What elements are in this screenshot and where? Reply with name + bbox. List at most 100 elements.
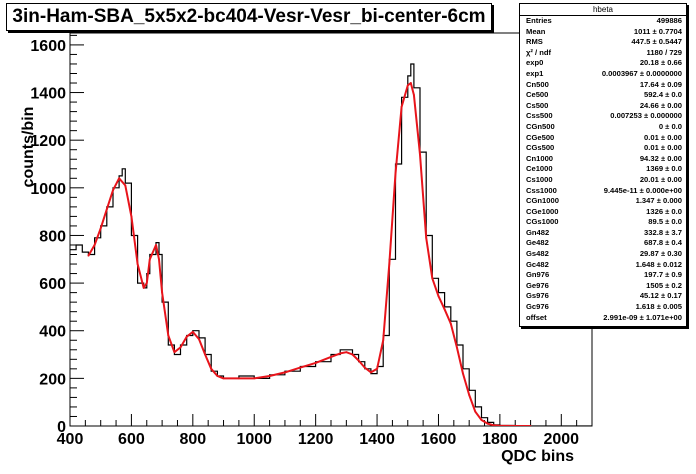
stats-key: CGn1000 bbox=[526, 196, 559, 206]
y-tick-label: 1400 bbox=[30, 86, 66, 103]
y-axis-label: counts/bin bbox=[20, 106, 37, 188]
stats-key: Gn482 bbox=[526, 227, 550, 237]
fit-point bbox=[419, 153, 421, 156]
stats-key: CGe1000 bbox=[526, 206, 559, 216]
fit-point bbox=[443, 308, 446, 311]
stats-row: Ce500 592.4 ± 0.0 bbox=[520, 90, 686, 101]
stats-value: 197.7 ± 0.9 bbox=[644, 270, 682, 280]
stats-value: 1.618 ± 0.005 bbox=[635, 302, 682, 312]
histogram-line bbox=[70, 63, 592, 426]
stats-row: Css500 0.007253 ± 0.000000 bbox=[520, 111, 686, 122]
series-layer bbox=[70, 63, 592, 426]
fit-point bbox=[155, 244, 157, 246]
stats-row: Cs500 24.66 ± 0.00 bbox=[520, 101, 686, 112]
axes bbox=[69, 32, 593, 427]
stats-key: Cn500 bbox=[526, 79, 549, 89]
y-tick-label: 600 bbox=[39, 276, 66, 293]
stats-key: exp1 bbox=[526, 68, 544, 78]
fit-point bbox=[253, 377, 256, 380]
fit-point bbox=[498, 424, 501, 426]
stats-key: Css500 bbox=[526, 111, 553, 121]
stats-key: CGs1000 bbox=[526, 217, 559, 227]
fit-point bbox=[210, 367, 213, 370]
x-tick-label: 1200 bbox=[298, 431, 334, 448]
stats-key: exp0 bbox=[526, 58, 544, 68]
stats-rows: Entries 499886 Mean 1011 ± 0.7704 RMS 447.5 ±… bbox=[520, 16, 686, 323]
y-tick-label: 800 bbox=[39, 228, 66, 245]
fit-point bbox=[314, 361, 317, 364]
stats-key: Cs500 bbox=[526, 100, 549, 110]
stats-value: 45.12 ± 0.17 bbox=[639, 291, 682, 301]
fit-point bbox=[130, 215, 133, 218]
fit-point bbox=[514, 425, 517, 426]
stats-value: 9.445e-11 ± 0.000e+00 bbox=[603, 185, 682, 195]
fit-point bbox=[413, 94, 415, 96]
stats-row: Css1000 9.445e-11 ± 0.000e+00 bbox=[520, 186, 686, 197]
stats-value: 20.18 ± 0.66 bbox=[639, 58, 682, 68]
fit-point bbox=[191, 331, 194, 333]
fit-point bbox=[112, 189, 114, 192]
stats-key: Css1000 bbox=[526, 185, 557, 195]
fit-point bbox=[431, 277, 434, 280]
fit-point bbox=[118, 177, 121, 180]
stats-row: χ² / ndf 1180 / 729 bbox=[520, 48, 686, 59]
y-tick-label: 1600 bbox=[30, 38, 66, 55]
fit-point bbox=[148, 258, 151, 261]
stats-key: CGe500 bbox=[526, 132, 555, 142]
fit-point bbox=[299, 366, 302, 369]
stats-row: Cs1000 20.01 ± 0.00 bbox=[520, 175, 686, 186]
stats-row: Gs976 45.12 ± 0.17 bbox=[520, 291, 686, 302]
stats-row: Gn482 332.8 ± 3.7 bbox=[520, 228, 686, 239]
y-tick-label: 400 bbox=[39, 324, 66, 341]
fit-point bbox=[382, 339, 385, 342]
stats-row: Gc482 1.648 ± 0.012 bbox=[520, 260, 686, 271]
stats-row: Mean 1011 ± 0.7704 bbox=[520, 27, 686, 38]
stats-value: 1.347 ± 0.000 bbox=[635, 196, 682, 206]
stats-value: 687.8 ± 0.4 bbox=[644, 238, 682, 248]
stats-row: RMS 447.5 ± 0.5447 bbox=[520, 37, 686, 48]
fit-point bbox=[142, 286, 145, 289]
x-tick-label: 1400 bbox=[359, 431, 395, 448]
stats-key: Gc976 bbox=[526, 302, 549, 312]
fit-point bbox=[462, 372, 464, 375]
stats-value: 24.66 ± 0.00 bbox=[639, 100, 682, 110]
stats-value: 1180 / 729 bbox=[646, 47, 682, 57]
stats-value: 0.01 ± 0.00 bbox=[644, 143, 682, 153]
stats-value: 29.87 ± 0.30 bbox=[639, 249, 682, 259]
stats-key: Cn1000 bbox=[526, 153, 554, 163]
stats-value: 332.8 ± 3.7 bbox=[644, 227, 682, 237]
stats-key: Entries bbox=[526, 16, 552, 25]
fit-point bbox=[93, 244, 96, 246]
stats-key: Gc482 bbox=[526, 259, 549, 269]
fit-point bbox=[87, 254, 90, 257]
fit-point bbox=[124, 184, 127, 187]
stats-row: Entries 499886 bbox=[520, 16, 686, 27]
fit-point bbox=[474, 410, 477, 413]
fit-point bbox=[394, 172, 397, 175]
fit-point bbox=[173, 351, 176, 354]
fit-point bbox=[370, 371, 372, 374]
x-tick-label: 1000 bbox=[236, 431, 272, 448]
stats-row: Ce1000 1369 ± 0.0 bbox=[520, 164, 686, 175]
stats-value: 1.648 ± 0.012 bbox=[635, 259, 682, 269]
fit-point bbox=[437, 295, 440, 298]
stats-row: CGe500 0.01 ± 0.00 bbox=[520, 133, 686, 144]
stats-row: CGs500 0.01 ± 0.00 bbox=[520, 143, 686, 154]
fit-point bbox=[486, 422, 489, 425]
stats-row: Gc976 1.618 ± 0.005 bbox=[520, 302, 686, 313]
stats-key: Ge482 bbox=[526, 238, 549, 248]
stats-row: Ge482 687.8 ± 0.4 bbox=[520, 238, 686, 249]
fit-point bbox=[468, 394, 471, 396]
fit-curve bbox=[87, 82, 531, 426]
x-tick-label: 400 bbox=[57, 431, 84, 448]
stats-row: Gs482 29.87 ± 0.30 bbox=[520, 249, 686, 260]
fit-point bbox=[339, 352, 342, 355]
fit-point bbox=[425, 236, 428, 239]
fit-point bbox=[222, 377, 225, 380]
stats-value: 1011 ± 0.7704 bbox=[633, 26, 682, 36]
fit-point bbox=[351, 353, 354, 356]
fit-point bbox=[376, 367, 378, 370]
stats-key: offset bbox=[526, 312, 547, 322]
stats-key: Cs1000 bbox=[526, 174, 553, 184]
